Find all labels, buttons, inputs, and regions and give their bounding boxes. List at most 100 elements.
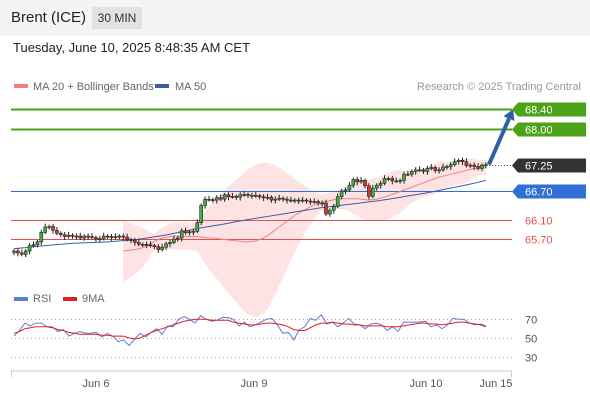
candle bbox=[12, 249, 16, 256]
candle bbox=[421, 168, 426, 174]
ma50-line bbox=[13, 179, 487, 250]
forecast-arrow-shaft bbox=[487, 117, 511, 166]
candle bbox=[55, 227, 59, 236]
candle bbox=[179, 228, 184, 242]
candle bbox=[176, 236, 180, 242]
candle bbox=[43, 223, 48, 235]
candle bbox=[452, 158, 457, 167]
candle bbox=[265, 193, 270, 200]
candle bbox=[394, 177, 399, 183]
candle bbox=[413, 167, 418, 175]
candle bbox=[226, 192, 231, 201]
candle bbox=[460, 157, 465, 166]
instrument-title: Brent (ICE) bbox=[11, 9, 87, 26]
candle bbox=[19, 249, 24, 257]
level-label-66.70: 66.70 bbox=[525, 187, 553, 199]
candle bbox=[374, 183, 379, 191]
price-labels: 68.40 68.00 67.25 66.70 66.10 65.70 bbox=[512, 102, 586, 247]
candle bbox=[343, 187, 348, 195]
candle bbox=[242, 191, 246, 197]
candle bbox=[363, 178, 367, 189]
candle bbox=[441, 163, 445, 172]
ma20-legend-label: MA 20 + Bollinger Bands bbox=[33, 81, 154, 93]
x-axis-label: Jun 6 bbox=[83, 378, 110, 390]
rsi-legend-label: RSI bbox=[33, 293, 51, 305]
candle bbox=[58, 231, 63, 238]
candle bbox=[62, 232, 67, 240]
candle bbox=[347, 181, 352, 192]
candle bbox=[351, 177, 356, 188]
price-levels bbox=[11, 108, 512, 240]
candle bbox=[94, 235, 98, 242]
rsi-ma9-line bbox=[13, 318, 487, 340]
candle bbox=[129, 237, 133, 244]
candle bbox=[211, 197, 215, 203]
timeframe-button[interactable]: 30 MIN bbox=[92, 7, 142, 29]
rsi-axis-label: 70 bbox=[525, 315, 537, 327]
candle bbox=[402, 171, 406, 184]
candle bbox=[390, 175, 395, 185]
x-axis-labels: Jun 6 Jun 9 Jun 10 Jun 15 bbox=[83, 378, 513, 390]
candle bbox=[285, 196, 289, 204]
candle bbox=[367, 183, 371, 200]
candle bbox=[140, 242, 145, 247]
candle bbox=[191, 228, 196, 236]
candle bbox=[117, 234, 122, 240]
candle bbox=[254, 192, 258, 198]
candle bbox=[90, 233, 94, 240]
candle bbox=[234, 194, 239, 200]
candle bbox=[207, 195, 211, 202]
candle bbox=[257, 193, 262, 200]
header-bar: Brent (ICE) 30 MIN bbox=[0, 0, 590, 36]
candle bbox=[86, 233, 90, 240]
forecast-arrow bbox=[487, 109, 515, 166]
candle bbox=[300, 196, 305, 203]
candle bbox=[445, 164, 449, 170]
candle bbox=[105, 234, 110, 240]
candle bbox=[468, 163, 473, 169]
rsi-panel: 30 50 70 bbox=[11, 313, 537, 365]
candle bbox=[137, 239, 141, 247]
rsi-line bbox=[13, 313, 487, 347]
candle bbox=[355, 176, 360, 186]
candle bbox=[109, 234, 114, 241]
level-label-65.70: 65.70 bbox=[525, 235, 553, 247]
candle bbox=[316, 199, 321, 206]
forecast-arrow-head bbox=[503, 109, 515, 121]
candle bbox=[292, 198, 297, 204]
candle bbox=[359, 177, 363, 184]
candle bbox=[425, 165, 430, 175]
candle bbox=[281, 196, 285, 202]
level-label-66.10: 66.10 bbox=[525, 216, 553, 228]
candle bbox=[308, 198, 313, 205]
candle bbox=[168, 239, 172, 248]
candle bbox=[335, 193, 340, 209]
candle bbox=[464, 158, 469, 168]
candle bbox=[398, 178, 402, 184]
candle bbox=[215, 195, 219, 204]
ma9-legend-swatch bbox=[63, 297, 77, 301]
candle bbox=[47, 224, 51, 230]
level-tag-68.40 bbox=[512, 102, 586, 117]
rsi-legend-swatch bbox=[14, 297, 28, 301]
candle bbox=[433, 165, 438, 173]
candle bbox=[277, 194, 282, 202]
candle bbox=[121, 233, 125, 241]
candle bbox=[382, 175, 387, 186]
candle bbox=[160, 243, 164, 252]
candle bbox=[273, 196, 278, 204]
candle bbox=[164, 241, 168, 250]
candle bbox=[27, 243, 32, 255]
candle bbox=[328, 208, 332, 217]
candle bbox=[199, 203, 203, 226]
candle bbox=[238, 192, 242, 201]
level-label-68.40: 68.40 bbox=[525, 105, 553, 117]
candle bbox=[148, 241, 153, 248]
candle bbox=[98, 235, 102, 243]
candle bbox=[269, 195, 274, 203]
x-axis-label: Jun 15 bbox=[479, 378, 512, 390]
candle bbox=[378, 180, 383, 189]
chart-datetime: Tuesday, June 10, 2025 8:48:35 AM CET bbox=[13, 40, 251, 55]
x-axis-label: Jun 10 bbox=[409, 378, 442, 390]
